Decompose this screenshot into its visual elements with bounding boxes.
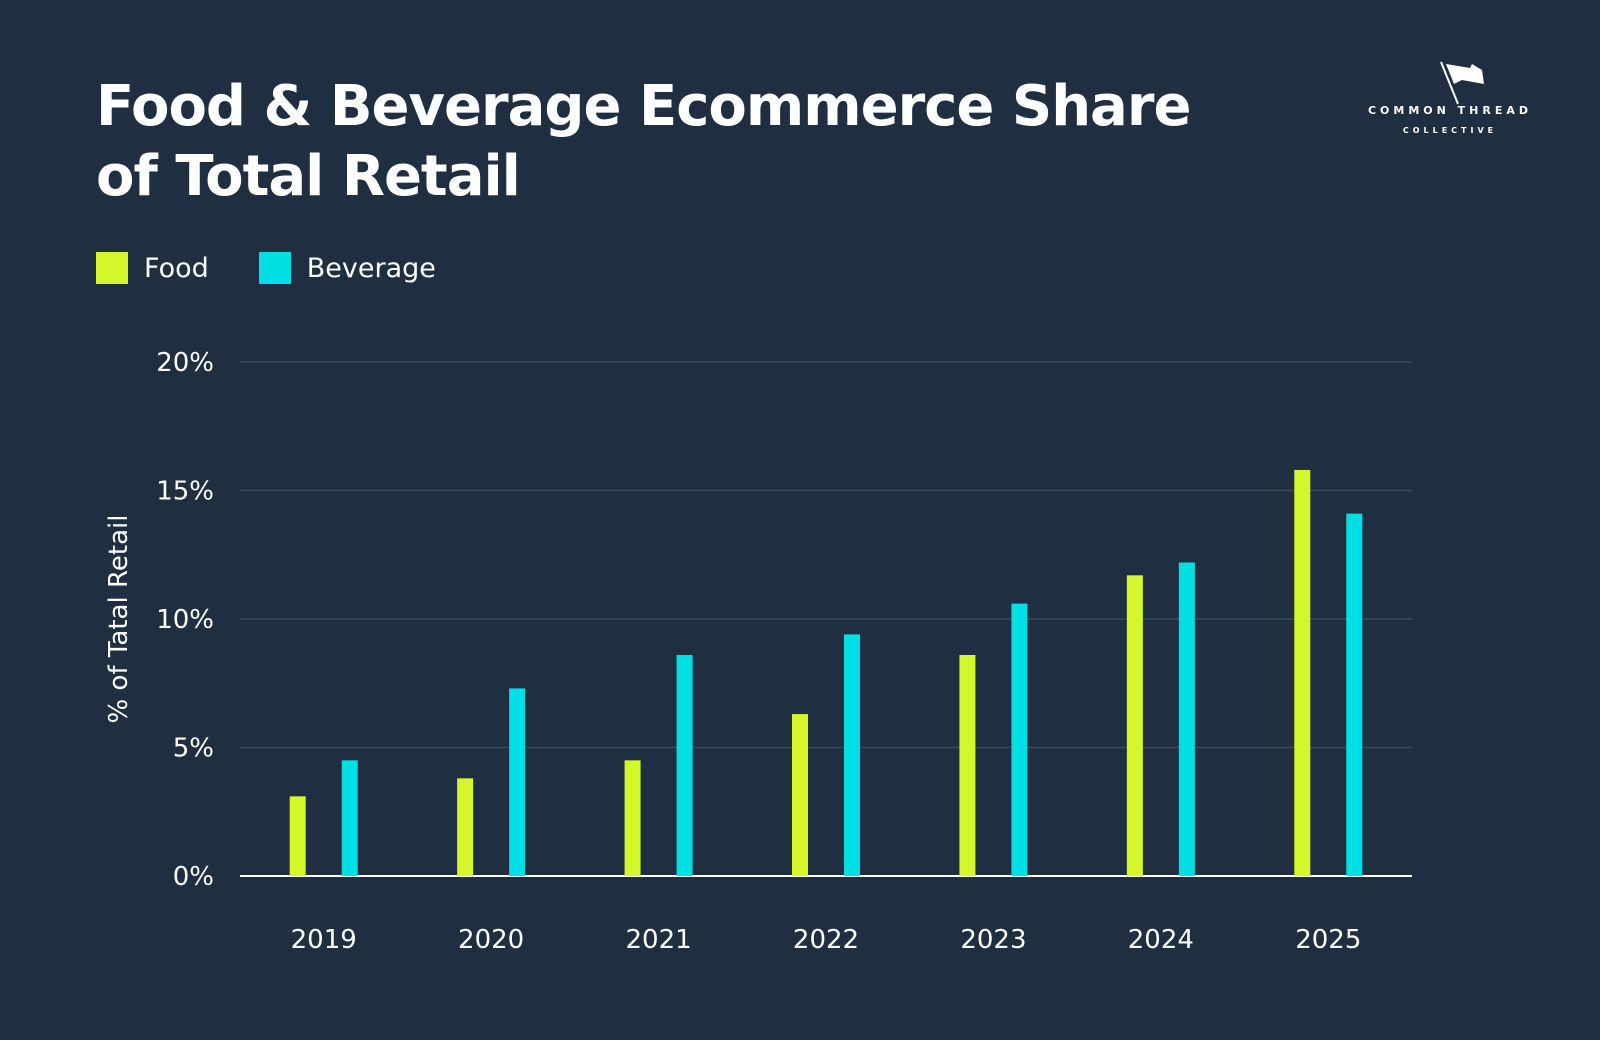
bar-beverage	[1011, 603, 1028, 876]
legend-label-beverage: Beverage	[306, 252, 436, 284]
bar-food	[289, 796, 306, 876]
bar-beverage	[676, 654, 693, 876]
y-tick-label: 0%	[173, 862, 214, 892]
bar-food	[457, 778, 474, 876]
bar-food	[1294, 469, 1311, 876]
bar-beverage	[1346, 513, 1363, 876]
logo-text-secondary: COLLECTIVE	[1402, 126, 1498, 135]
bar-beverage	[341, 760, 358, 876]
x-tick-label: 2023	[960, 925, 1026, 955]
legend-swatch-food	[96, 252, 128, 284]
bar-food	[1126, 575, 1143, 876]
y-tick-label: 10%	[156, 605, 214, 635]
x-tick-label: 2020	[458, 925, 524, 955]
logo-text-primary: COMMON THREAD	[1367, 104, 1533, 117]
y-tick-label: 5%	[173, 734, 214, 764]
y-tick-label: 20%	[156, 348, 214, 378]
x-tick-label: 2021	[625, 925, 691, 955]
x-tick-label: 2022	[793, 925, 859, 955]
bar-food	[792, 714, 808, 876]
logo: COMMON THREAD COLLECTIVE	[1360, 58, 1560, 148]
y-tick-label: 15%	[156, 477, 214, 507]
x-tick-label: 2024	[1128, 925, 1194, 955]
bar-food	[959, 654, 976, 876]
legend-item-food: Food	[96, 252, 209, 284]
bar-beverage	[1178, 562, 1195, 876]
x-tick-label: 2025	[1295, 925, 1361, 955]
legend-swatch-beverage	[258, 252, 291, 284]
x-tick-label: 2019	[291, 925, 357, 955]
chart-title: Food & Beverage Ecommerce Share of Total…	[96, 74, 1191, 209]
y-axis-label: % of Tatal Retail	[104, 515, 134, 724]
legend-label-food: Food	[144, 252, 209, 284]
legend-item-beverage: Beverage	[258, 252, 436, 284]
bar-food	[624, 760, 641, 876]
legend: Food Beverage	[96, 250, 486, 286]
bar-beverage	[844, 634, 860, 876]
bar-beverage	[509, 688, 526, 876]
flag-icon	[1440, 61, 1484, 105]
